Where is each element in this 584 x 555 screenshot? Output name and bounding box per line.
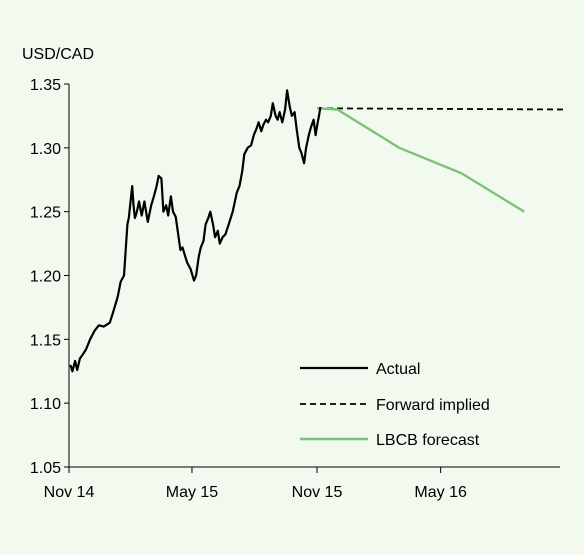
legend-label: LBCB forecast [376, 432, 480, 449]
plot-area [69, 89, 566, 373]
x-tick-label: May 16 [414, 484, 467, 501]
x-tick-label: May 15 [166, 484, 219, 501]
y-tick-label: 1.15 [30, 332, 61, 349]
legend-label: Actual [376, 361, 420, 378]
x-tick-label: Nov 15 [292, 484, 343, 501]
y-tick-label: 1.10 [30, 396, 61, 413]
x-axis: Nov 14 May 15 Nov 15 May 16 [44, 466, 560, 501]
y-axis-title: USD/CAD [22, 46, 94, 63]
y-tick-label: 1.20 [30, 269, 61, 286]
series-line-actual [69, 89, 322, 373]
legend: Actual Forward implied LBCB forecast [300, 361, 490, 449]
x-tick-label: Nov 14 [44, 484, 95, 501]
y-tick-label: 1.35 [30, 77, 61, 94]
y-tick-label: 1.05 [30, 460, 61, 477]
y-tick-label: 1.30 [30, 141, 61, 158]
legend-label: Forward implied [376, 397, 490, 414]
y-axis: 1.35 1.30 1.25 1.20 1.15 1.10 1.05 [30, 77, 70, 477]
series-line-lbcb-forecast [316, 107, 525, 213]
series-line-forward-implied [316, 107, 566, 111]
y-tick-label: 1.25 [30, 205, 61, 222]
